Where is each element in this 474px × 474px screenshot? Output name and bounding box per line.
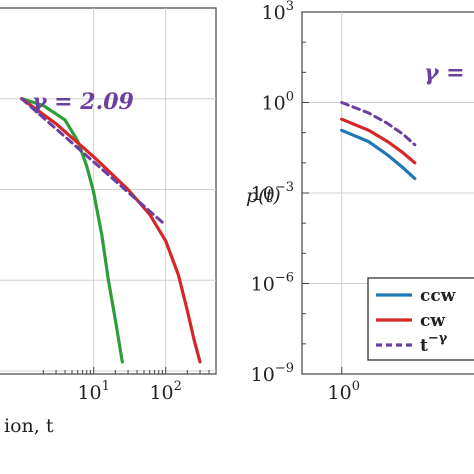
right-series-line-1 [340,117,417,165]
right-series-line-2 [340,101,417,147]
right-y-tick-label-0: 103 [262,0,294,24]
right-y-tick-label-4: 10−9 [251,361,294,386]
legend-label-0: ccw [420,286,456,306]
left-series-line-2 [20,97,168,227]
right-panel: 103 100 10−3 10−6 10−9 100 p(t) γ = ccw cwt−γ [246,0,474,404]
right-series-line-0 [340,128,417,181]
left-plot-frame [0,7,217,375]
left-grid [0,8,216,374]
left-x-tick-label-1: 102 [149,379,181,404]
left-x-tick-label-0: 101 [77,379,109,404]
right-x-tick-label-0: 100 [328,379,360,404]
legend-label-2: t−γ [420,331,448,356]
left-panel: 101 102 ion, t γ = 2.09 [0,7,217,437]
left-series-line-0 [20,97,124,364]
left-series [20,97,202,364]
right-x-ticks: 100 [328,367,360,404]
right-y-tick-label-1: 100 [262,90,294,115]
left-x-ticks: 101 102 [42,367,210,404]
right-y-tick-label-2: 10−3 [251,180,294,205]
legend: ccw cwt−γ [367,277,474,361]
left-gamma-annotation: γ = 2.09 [32,89,134,115]
right-gamma-annotation: γ = [424,60,465,86]
left-series-line-1 [20,97,202,364]
right-y-tick-label-3: 10−6 [251,271,294,296]
right-y-ticks: 103 100 10−3 10−6 10−9 [251,0,309,386]
right-series [340,101,417,181]
legend-label-1: cw [420,311,445,331]
left-x-axis-label: ion, t [4,415,54,437]
right-y-axis-label: p(t) [246,185,281,207]
